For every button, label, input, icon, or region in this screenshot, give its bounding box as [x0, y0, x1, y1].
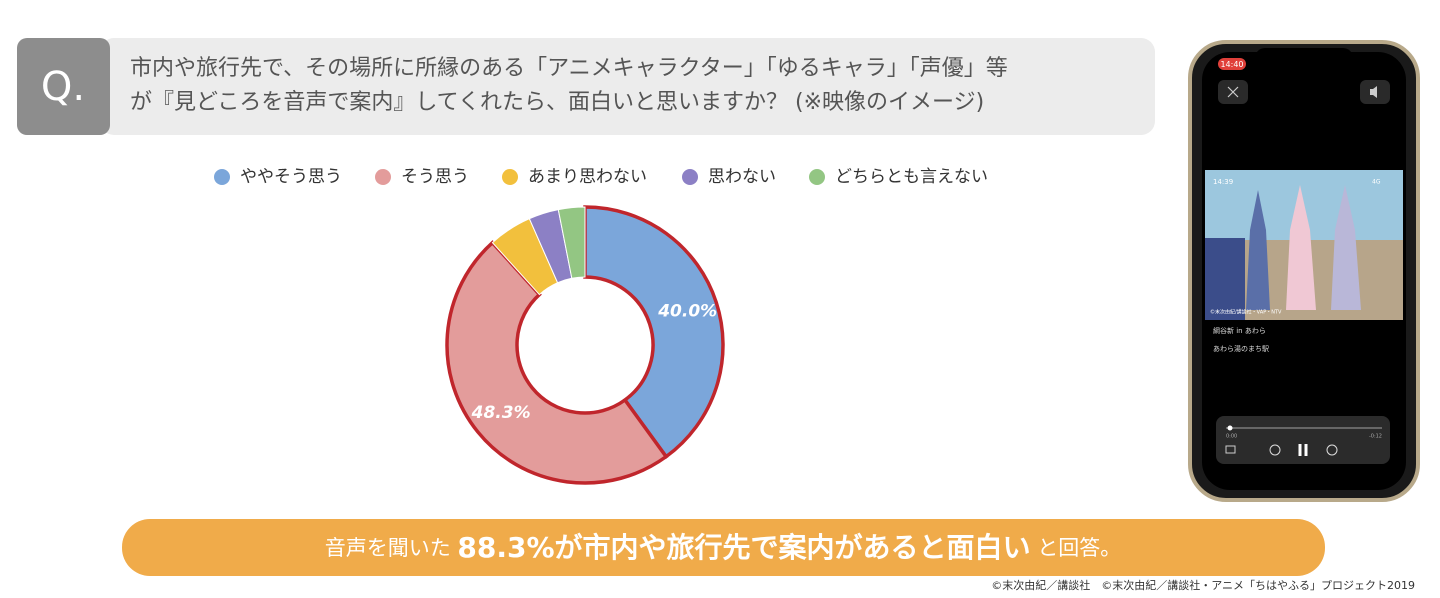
legend-swatch [502, 169, 518, 185]
forward-button[interactable] [1326, 444, 1338, 456]
status-pill [1218, 58, 1246, 70]
video-network: 4G [1372, 179, 1381, 186]
banner-text: 音声を聞いた 88.3%が市内や旅行先で案内があると面白い と回答。 [325, 531, 1122, 564]
progress-knob[interactable] [1227, 425, 1233, 431]
rewind-button[interactable] [1269, 444, 1281, 456]
chart: ややそう思う そう思う あまり思わない 思わない どちらとも言えない 40.0% 48.3% [214, 167, 988, 485]
question-text: が『見どころを音声で案内』してくれたら、面白いと思いますか？ (※映像のイメージ… [130, 90, 984, 115]
banner-emphasis: 88.3%が市内や旅行先で案内があると面白い [457, 531, 1030, 564]
video-banner [1205, 238, 1245, 320]
remaining-time: -0:12 [1369, 434, 1382, 440]
video-subtitle: あわら湯のまち駅 [1213, 344, 1269, 353]
video-credit: ©末次由紀/講談社・VAP・NTV [1210, 309, 1282, 316]
video-title: 綱谷新 in あわら [1213, 326, 1266, 335]
notch [1255, 48, 1353, 68]
pie-slice [445, 240, 669, 485]
question-label: Q. [41, 64, 85, 110]
legend-label: あまり思わない [528, 167, 647, 187]
phone: 14:40 14:39 4G ©末次由紀/講談社・VAP・NTV 綱谷新 in … [1188, 40, 1420, 502]
question-text: 市内や旅行先で、その場所に所縁のある「アニメキャラクター」「ゆるキャラ」「声優」… [130, 56, 1008, 81]
value-label: 40.0% [657, 302, 717, 322]
banner [122, 519, 1325, 576]
legend-swatch [682, 169, 698, 185]
legend-label: どちらとも言えない [835, 167, 988, 187]
legend-swatch [214, 169, 230, 185]
question-badge [17, 38, 110, 135]
question-box [100, 38, 1155, 135]
video-figure [1246, 190, 1270, 310]
player-controls [1216, 416, 1390, 464]
volume-icon [1370, 86, 1377, 98]
credit: ©末次由紀／講談社 ©末次由紀／講談社・アニメ「ちはやふる」プロジェクト2019 [991, 578, 1415, 592]
video-time: 14:39 [1213, 178, 1233, 186]
pie-slice [583, 205, 725, 460]
legend-label: ややそう思う [240, 167, 342, 187]
legend-swatch [809, 169, 825, 185]
legend-label: そう思う [401, 167, 469, 187]
elapsed-time: 0:00 [1226, 434, 1237, 440]
status-time: 14:40 [1220, 60, 1243, 69]
banner-after: と回答。 [1037, 536, 1121, 560]
video-figure [1331, 185, 1361, 310]
close-icon [1227, 86, 1239, 98]
video-figure [1286, 185, 1316, 310]
pie-slice [557, 206, 586, 279]
legend-swatch [375, 169, 391, 185]
banner-before: 音声を聞いた [325, 536, 451, 560]
pause-button[interactable] [1298, 444, 1308, 456]
airplay-button[interactable] [1225, 445, 1236, 454]
legend-label: 思わない [708, 167, 776, 187]
value-label: 48.3% [471, 403, 531, 423]
